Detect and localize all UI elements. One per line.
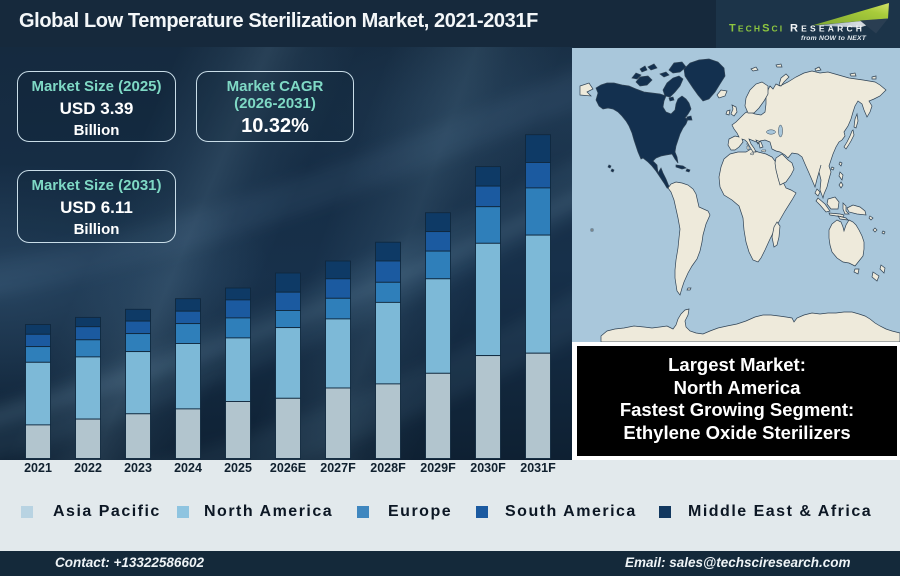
svg-text:RESEARCH: RESEARCH [790,23,865,35]
svg-text:from NOW to NEXT: from NOW to NEXT [801,35,867,42]
svg-text:TECHSCI: TECHSCI [729,23,784,35]
